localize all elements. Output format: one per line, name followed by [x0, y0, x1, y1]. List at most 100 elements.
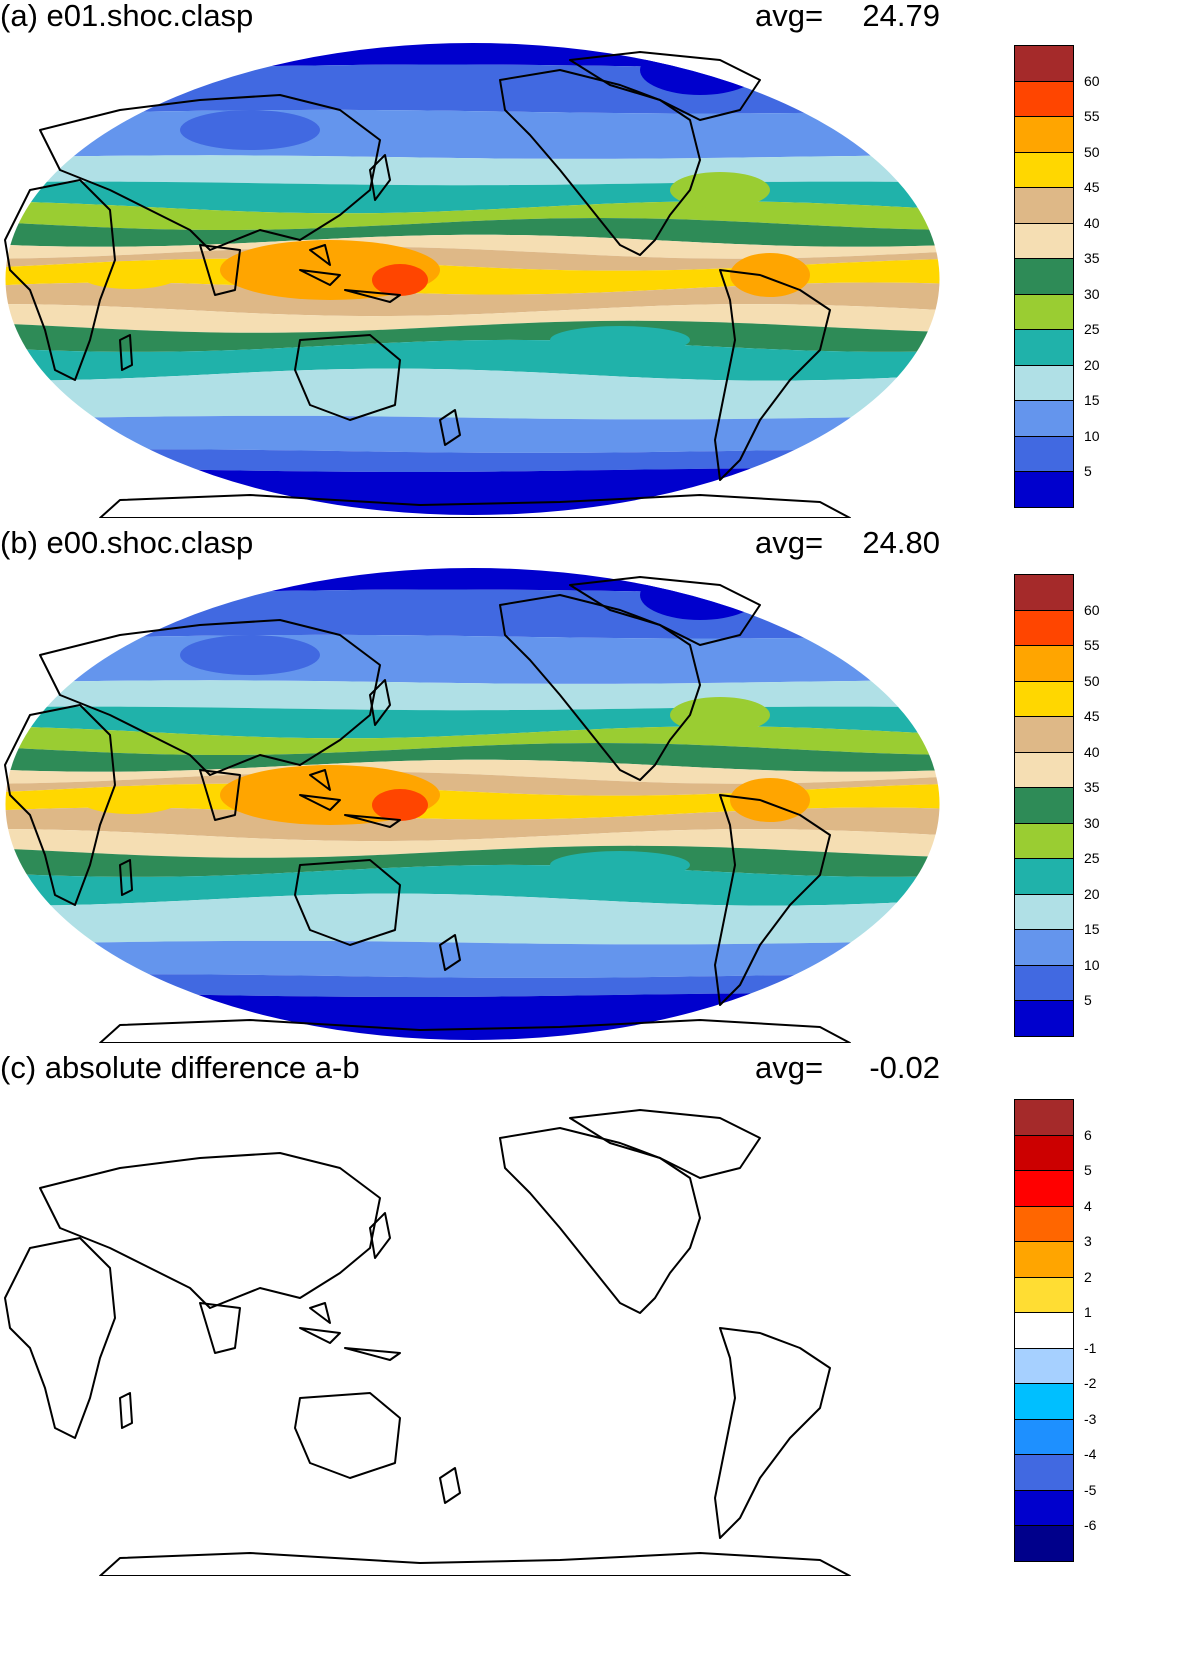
coastline: [99, 1552, 851, 1576]
colorbar-box: [1014, 400, 1074, 436]
contour-band: [5, 829, 940, 858]
contour-band: [5, 64, 940, 114]
coastline: [344, 814, 401, 828]
coastline: [499, 1127, 701, 1314]
coastline: [369, 1212, 391, 1259]
coastline: [439, 409, 461, 446]
contour-band: [5, 759, 940, 784]
coastline: [369, 679, 391, 726]
colorbar-frame: [1014, 574, 1074, 1037]
se-pacific-region: [550, 851, 690, 879]
colorbar-tick-label: 45: [1084, 179, 1100, 195]
contour-band: [5, 993, 940, 1040]
contour-band: [5, 304, 940, 333]
colorbar-tick-label: 40: [1084, 214, 1100, 231]
contour-band: [5, 771, 940, 796]
colorbar-box: [1014, 1383, 1074, 1419]
contour-band: [5, 680, 940, 711]
coastline: [39, 1152, 381, 1309]
colorbar-tick-label: 10: [1084, 956, 1100, 973]
coastline: [199, 1302, 241, 1354]
colorbar-tick-label: -3: [1084, 1410, 1097, 1427]
colorbar-tick-label: 2: [1084, 1268, 1092, 1285]
field-layer: [5, 568, 940, 1040]
colorbar-tick-label: 30: [1084, 814, 1100, 831]
panel-title: (a) e01.shoc.clasp: [0, 0, 254, 33]
colorbar-tick-label: 5: [1084, 463, 1092, 479]
coastline: [119, 859, 133, 896]
contour-band: [5, 201, 940, 231]
contour-band: [5, 974, 940, 997]
colorbar-box: [1014, 293, 1074, 330]
colorbar-tick-label: 20: [1084, 885, 1100, 902]
colorbar-box: [1014, 116, 1074, 152]
colorbar-tick-label: 50: [1084, 672, 1100, 689]
contour-band: [5, 234, 940, 259]
contour-band: [5, 807, 940, 842]
panel-title: (b) e00.shoc.clasp: [0, 525, 254, 560]
coastline: [344, 289, 401, 303]
contour-band: [5, 845, 940, 877]
colorbar-tick-label: -6: [1084, 1517, 1097, 1533]
colorbar-box: [1014, 1000, 1074, 1036]
coastline: [4, 1237, 116, 1439]
coastline: [99, 1019, 851, 1043]
colorbar-box: [1014, 1170, 1074, 1206]
coastline: [39, 94, 381, 251]
warm-pool-core: [372, 264, 428, 296]
colorbar-tick-label: 40: [1084, 743, 1100, 760]
contour-band: [5, 368, 940, 420]
coastline: [299, 794, 341, 811]
contour-band: [5, 246, 940, 271]
panel-a: (a) e01.shoc.clasp avg= 24.79 60 55 50 45 40…: [0, 0, 1183, 545]
coastline: [439, 1467, 461, 1504]
coastline: [714, 794, 831, 1006]
avg-value: 24.80: [862, 525, 940, 560]
indian-ocean-region: [80, 786, 180, 814]
contour-band: [5, 940, 940, 978]
contour-band: [5, 155, 940, 186]
colorbar-box: [1014, 364, 1074, 401]
colorbar-box: [1014, 751, 1074, 788]
contour-band: [5, 568, 940, 594]
contour-band: [5, 589, 940, 639]
contour-band: [5, 864, 940, 906]
colorbar-tick-label: 15: [1084, 921, 1100, 937]
warm-pool-core: [372, 789, 428, 821]
contour-band: [5, 893, 940, 945]
colorbar-tick-label: 15: [1084, 392, 1100, 408]
coastline: [714, 269, 831, 481]
coastlines: [4, 1109, 851, 1576]
colorbar-tick-label: -1: [1084, 1339, 1097, 1356]
colorbar-tick-label: 60: [1084, 72, 1100, 89]
colorbar-tick-label: 10: [1084, 427, 1100, 444]
contour-band: [5, 320, 940, 352]
contour-band: [5, 468, 940, 515]
contour-band: [5, 726, 940, 756]
coastline: [99, 494, 851, 518]
coastline: [499, 594, 701, 781]
colorbar-tick-label: -4: [1084, 1446, 1097, 1462]
coastline: [714, 1327, 831, 1539]
field-layer: [5, 43, 940, 515]
coastline: [294, 1392, 401, 1479]
avg-label: avg=: [755, 1050, 824, 1085]
colorbar-box: [1014, 609, 1074, 646]
contour-band: [5, 634, 940, 684]
colorbar-tick-label: 30: [1084, 285, 1100, 302]
colorbar-tick-label: 5: [1084, 992, 1092, 1008]
coastline: [199, 769, 241, 821]
colorbar-box: [1014, 1454, 1074, 1490]
coastlines: [4, 576, 851, 1043]
colorbar-tick-label: 35: [1084, 779, 1100, 795]
coastline: [299, 1327, 341, 1344]
colorbar-tick-label: -5: [1084, 1481, 1097, 1498]
contour-band: [5, 282, 940, 317]
colorbar-tick-label: 45: [1084, 708, 1100, 724]
avg-label: avg=: [755, 0, 824, 33]
coastline: [299, 269, 341, 286]
colorbar-tick-label: 4: [1084, 1197, 1092, 1214]
world-map: [4, 43, 940, 518]
colorbar-tick-label: 55: [1084, 108, 1100, 124]
coastlines: [4, 51, 851, 518]
